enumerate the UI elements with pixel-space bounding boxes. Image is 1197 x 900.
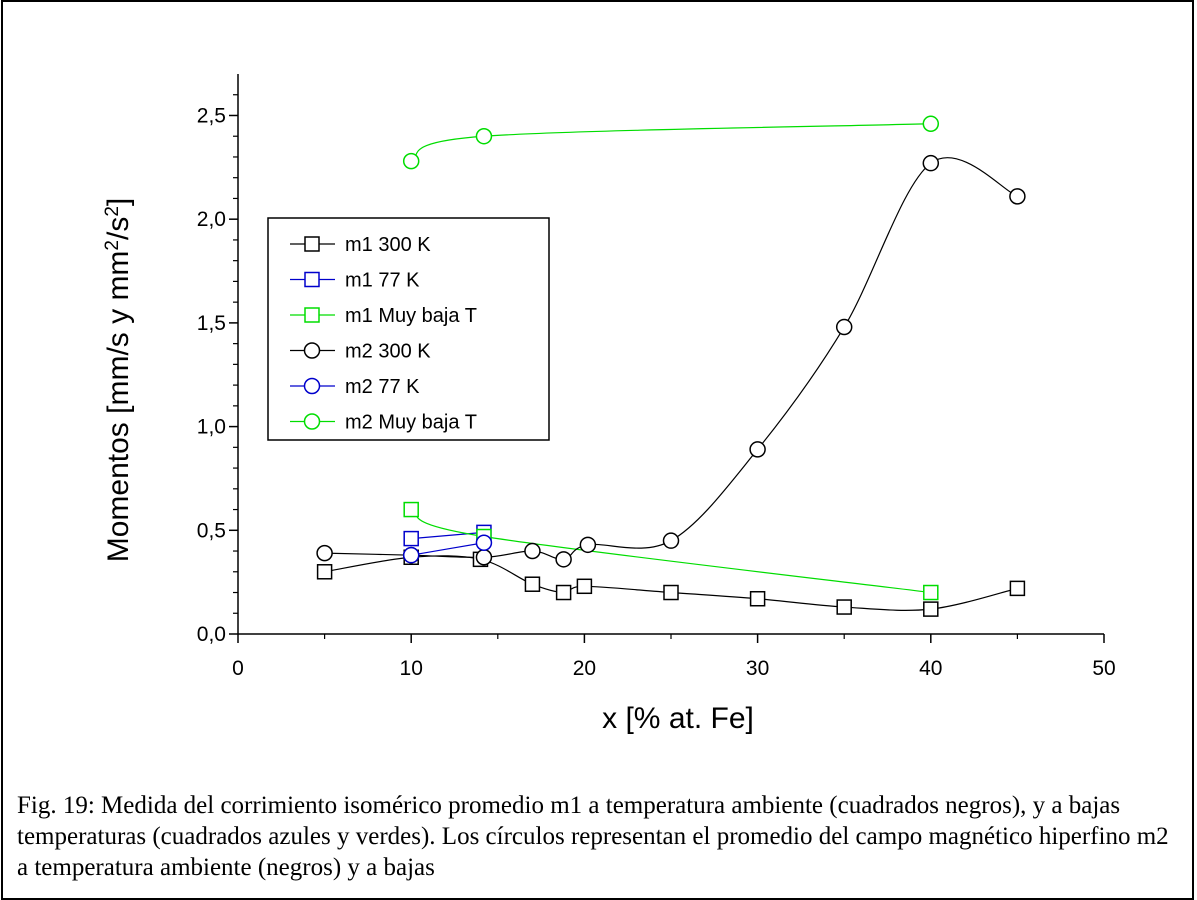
data-point-square xyxy=(403,501,419,518)
y-tick-label: 2,0 xyxy=(197,208,226,231)
y-tick-label: 1,0 xyxy=(197,416,226,439)
y-tick-label: 0,5 xyxy=(197,519,226,542)
figure-caption: Fig. 19: Medida del corrimiento isoméric… xyxy=(17,792,1169,881)
series-curve-1 xyxy=(411,531,484,540)
series-curve-2 xyxy=(410,508,931,594)
data-point-square xyxy=(923,601,939,617)
y-tick-label: 2,5 xyxy=(197,104,226,127)
data-point-square xyxy=(923,584,939,601)
legend-marker xyxy=(304,271,320,288)
chart-svg: 0 10 20 30 40 500,00,51,01,52,02,5 m1 300 Km1… xyxy=(102,74,1116,735)
series-markers xyxy=(316,115,1026,617)
data-point-circle xyxy=(475,534,493,551)
data-point-circle xyxy=(475,127,493,145)
legend-marker xyxy=(303,377,321,395)
data-point-square xyxy=(663,584,679,601)
x-tick-label: 40 xyxy=(919,657,942,680)
data-point-circle xyxy=(402,152,420,170)
data-point-circle xyxy=(555,551,572,568)
data-point-circle xyxy=(402,546,420,564)
data-point-square xyxy=(749,590,766,607)
data-point-circle xyxy=(749,441,766,458)
data-point-square xyxy=(403,530,419,547)
data-point-circle xyxy=(922,115,940,133)
data-point-square xyxy=(836,599,852,615)
legend: m1 300 K m1 77 K m1 Muy baja T m2 300 K m2 7… xyxy=(267,217,550,441)
data-point-square xyxy=(555,584,572,601)
x-tick-label: 0 xyxy=(232,657,244,680)
series-curve-5 xyxy=(410,123,931,162)
data-point-circle xyxy=(579,536,597,554)
x-tick-label: 30 xyxy=(746,657,769,680)
series-curve-0 xyxy=(324,555,1018,611)
legend-marker xyxy=(303,342,321,359)
axes: 0 10 20 30 40 50 0,0 0,5 1,0 1,5 2,0 2,5 xyxy=(197,74,1116,680)
data-point-square xyxy=(576,578,593,595)
legend-marker xyxy=(304,236,320,252)
legend-label: m2 300 K xyxy=(345,341,431,363)
legend-label: m1 77 K xyxy=(345,270,420,292)
x-tick-label: 50 xyxy=(1092,657,1115,680)
data-point-circle xyxy=(662,532,680,549)
y-axis-label: Momentos [mm/s y mm2/s2] xyxy=(102,198,136,563)
data-point-circle xyxy=(835,318,853,336)
legend-label: m2 Muy baja T xyxy=(345,412,477,434)
data-point-square xyxy=(524,576,541,592)
legend-label: m2 77 K xyxy=(345,376,420,398)
legend-marker xyxy=(304,307,320,323)
x-tick-label: 10 xyxy=(400,657,423,680)
legend-box xyxy=(267,217,550,441)
y-tick-label: 0,0 xyxy=(197,623,226,646)
data-point-circle xyxy=(1009,188,1026,205)
data-point-circle xyxy=(922,154,940,172)
y-tick-label: 1,5 xyxy=(197,312,226,335)
data-point-circle xyxy=(524,542,541,560)
data-point-square xyxy=(1009,580,1026,597)
legend-label: m1 Muy baja T xyxy=(345,305,477,327)
data-point-square xyxy=(316,564,333,580)
data-point-circle xyxy=(316,544,333,562)
legend-marker xyxy=(303,413,321,430)
x-axis-label: x [% at. Fe] xyxy=(602,702,754,735)
data-point-circle xyxy=(475,549,493,566)
legend-label: m1 300 K xyxy=(345,234,431,256)
x-tick-label: 20 xyxy=(573,657,596,680)
